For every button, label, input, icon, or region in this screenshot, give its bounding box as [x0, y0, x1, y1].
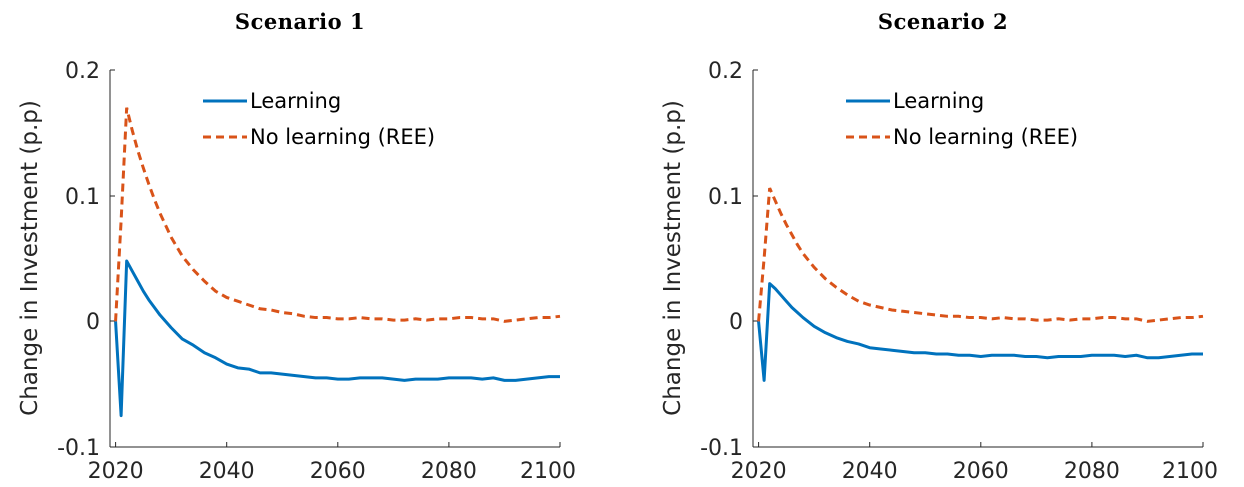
legend: Learning No learning (REE)	[846, 89, 1078, 149]
y-tick-label: 0.1	[65, 185, 100, 210]
y-axis-label: Change in Investment (p.p)	[660, 100, 686, 416]
y-tick-label: 0	[86, 310, 100, 335]
x-tick-label: 2020	[731, 459, 787, 484]
legend-label-no-learning-ree: No learning (REE)	[893, 125, 1078, 149]
y-tick-label: 0.2	[65, 59, 100, 84]
x-tick-label: 2060	[953, 459, 1009, 484]
y-axis-label: Change in Investment (p.p)	[17, 100, 43, 416]
series-line-no-learning-ree	[114, 107, 561, 323]
x-tick-label: 2100	[520, 459, 576, 484]
panel-title: Scenario 2	[878, 9, 1008, 34]
y-tick-label: -0.1	[57, 436, 100, 461]
panel-title: Scenario 1	[235, 9, 365, 34]
y-tick-label: 0.2	[708, 59, 743, 84]
y-tick-label: -0.1	[700, 436, 743, 461]
x-tick-label: 2080	[1064, 459, 1120, 484]
x-tick-label: 2020	[88, 459, 144, 484]
legend: Learning No learning (REE)	[203, 89, 435, 149]
x-tick-label: 2060	[310, 459, 366, 484]
series-line-learning	[757, 282, 1203, 382]
x-tick-label: 2080	[421, 459, 477, 484]
x-tick-label: 2100	[1162, 459, 1218, 484]
x-tick-label: 2040	[199, 459, 255, 484]
legend-label-learning: Learning	[250, 89, 341, 113]
y-tick-label: 0	[729, 310, 743, 335]
series-line-learning	[114, 259, 560, 418]
y-tick-label: 0.1	[708, 185, 743, 210]
legend-label-learning: Learning	[893, 89, 984, 113]
x-tick-label: 2040	[842, 459, 898, 484]
panel-scenario-1: Scenario 1 Change in Investment (p.p) -0…	[17, 9, 576, 484]
legend-label-no-learning-ree: No learning (REE)	[250, 125, 435, 149]
series-line-no-learning-ree	[757, 187, 1204, 323]
panel-scenario-2: Scenario 2 Change in Investment (p.p) -0…	[660, 9, 1218, 484]
